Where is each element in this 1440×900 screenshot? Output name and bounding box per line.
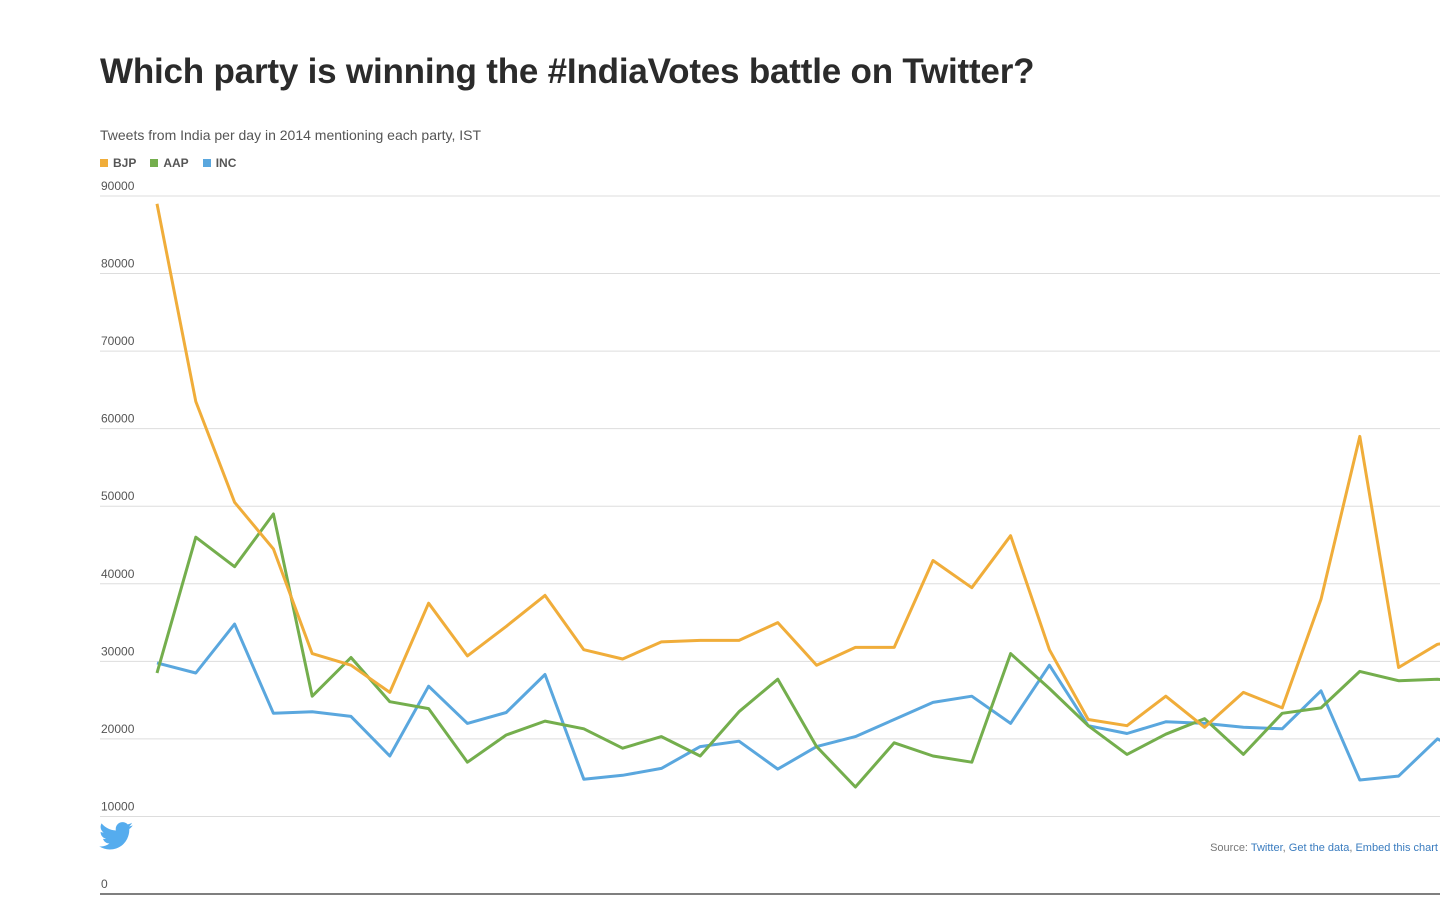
y-tick-label: 10000 <box>101 799 135 813</box>
chart-title: Which party is winning the #IndiaVotes b… <box>100 52 1035 91</box>
legend-swatch-inc <box>202 159 211 167</box>
series-group <box>155 203 1440 789</box>
twitter-bird-icon <box>99 822 133 850</box>
series-line-inc[interactable] <box>156 622 1440 782</box>
y-tick-label: 60000 <box>101 412 135 426</box>
legend-label-bjp: BJP <box>113 156 137 170</box>
source-separator: , <box>1282 842 1289 854</box>
legend-label-inc: INC <box>215 156 237 170</box>
source-credit: Source: Twitter, Get the data, Embed thi… <box>1210 842 1438 854</box>
legend-item-aap[interactable]: AAP <box>150 156 189 170</box>
legend-label-aap: AAP <box>163 156 189 170</box>
y-tick-label: 40000 <box>101 567 135 581</box>
series-line-bjp[interactable] <box>155 203 1440 729</box>
source-prefix: Source: <box>1210 842 1251 854</box>
series-line-aap[interactable] <box>155 512 1440 789</box>
legend-swatch-aap <box>150 159 159 167</box>
chart-legend: BJP AAP INC <box>100 156 236 170</box>
embed-chart-link[interactable]: Embed this chart <box>1355 842 1438 854</box>
y-tick-label: 50000 <box>101 489 135 503</box>
legend-swatch-bjp <box>100 159 108 167</box>
legend-item-inc[interactable]: INC <box>202 156 237 170</box>
source-separator: , <box>1349 842 1356 854</box>
y-tick-label: 90000 <box>101 179 135 193</box>
get-the-data-link[interactable]: Get the data <box>1288 842 1350 854</box>
legend-item-bjp[interactable]: BJP <box>100 156 136 170</box>
y-tick-label: 0 <box>101 877 108 891</box>
source-link-twitter[interactable]: Twitter <box>1250 842 1283 854</box>
y-tick-label: 30000 <box>101 644 135 658</box>
y-tick-label: 70000 <box>101 334 135 348</box>
y-tick-label: 80000 <box>101 257 135 271</box>
y-tick-label: 20000 <box>101 722 135 736</box>
chart-subtitle: Tweets from India per day in 2014 mentio… <box>100 127 482 143</box>
